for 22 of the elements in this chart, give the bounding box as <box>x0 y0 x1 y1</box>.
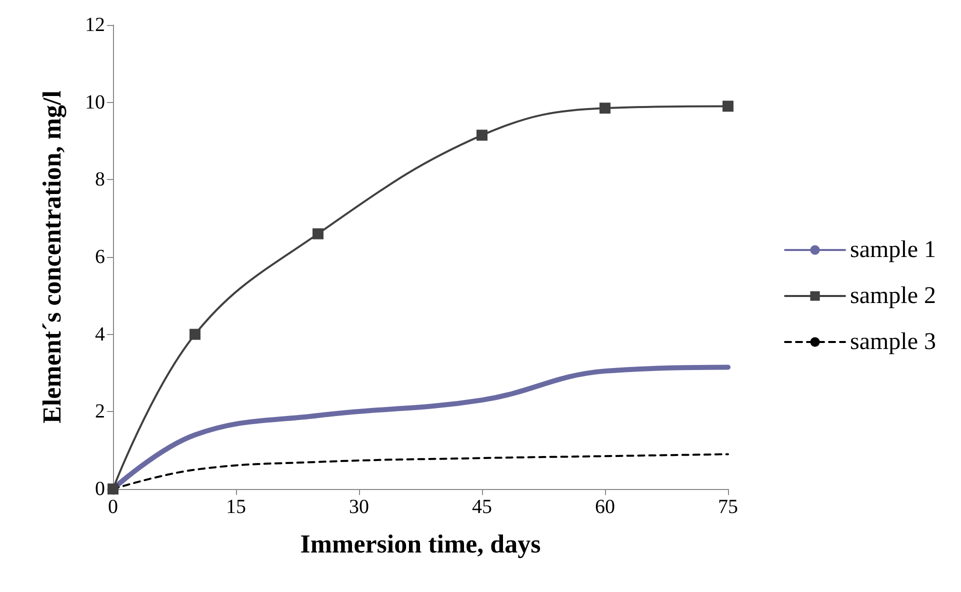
y-tick-label: 4 <box>95 323 105 346</box>
x-tick-label: 15 <box>226 496 246 518</box>
point <box>722 100 734 112</box>
y-tick-label: 2 <box>95 400 105 423</box>
point <box>600 102 610 114</box>
point <box>312 228 324 240</box>
y-tick-label: 10 <box>85 91 105 114</box>
y-tick-label: 12 <box>85 14 105 36</box>
x-tick-label: 60 <box>595 496 615 518</box>
y-axis-title: Element´s concentration, mg/l <box>38 90 66 424</box>
legend-label: sample 2 <box>850 283 936 309</box>
legend-label: sample 3 <box>850 329 936 355</box>
y-tick-label: 0 <box>95 478 105 500</box>
legend-label: sample 1 <box>850 237 936 263</box>
y-tick-label: 8 <box>95 168 105 191</box>
x-axis-title: Immersion time, days <box>300 530 541 558</box>
x-tick-label: 45 <box>472 496 492 518</box>
x-tick-label: 75 <box>718 496 738 518</box>
point <box>190 328 200 340</box>
y-tick-label: 6 <box>95 246 105 268</box>
x-tick-label: 30 <box>349 496 369 518</box>
point <box>476 130 488 141</box>
